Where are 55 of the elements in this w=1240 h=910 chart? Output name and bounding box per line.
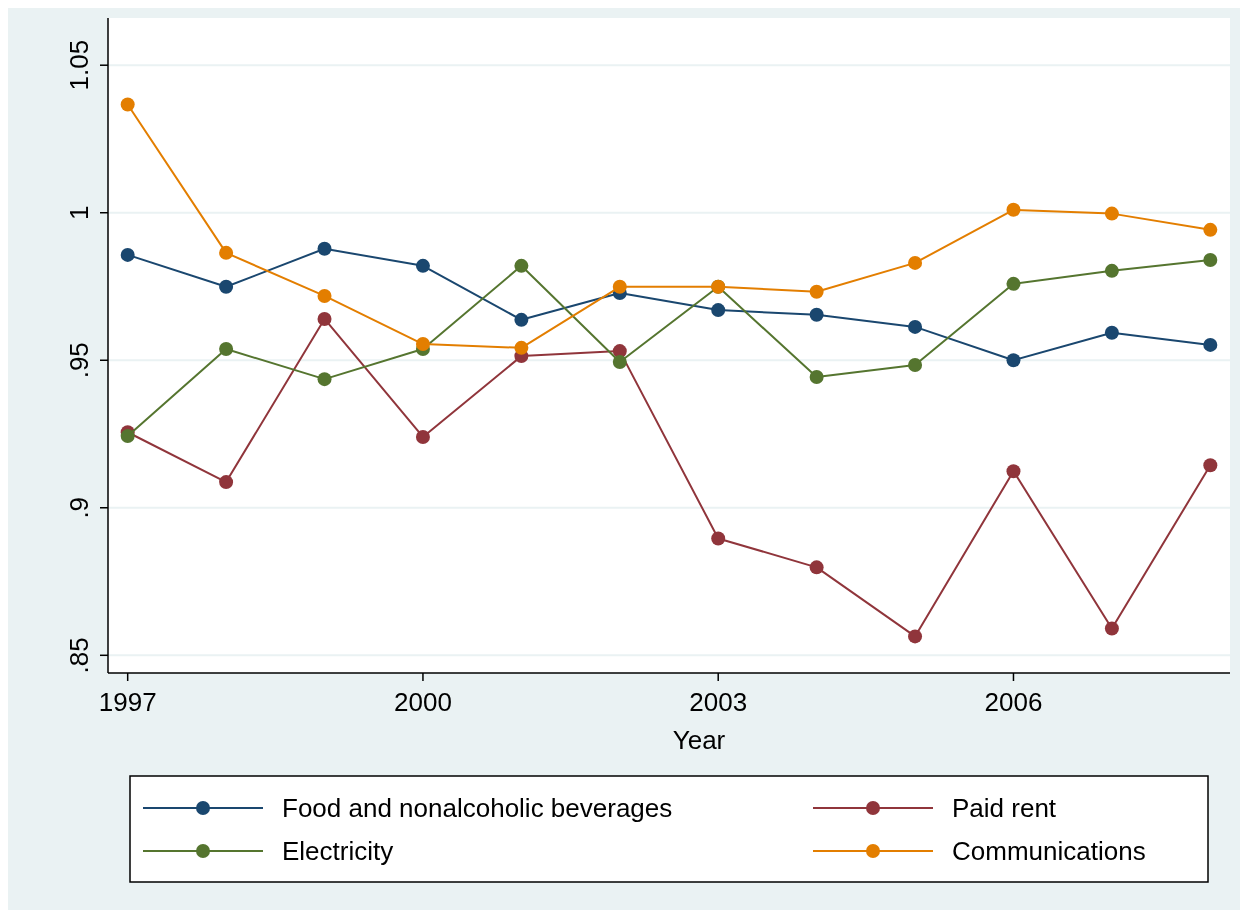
point <box>514 258 529 273</box>
point <box>120 97 135 112</box>
point <box>1104 206 1119 221</box>
point <box>317 288 332 303</box>
point <box>1006 464 1021 479</box>
point <box>711 531 726 546</box>
point <box>514 312 529 327</box>
point <box>809 307 824 322</box>
point <box>1006 353 1021 368</box>
legend-label: Electricity <box>282 836 394 866</box>
point <box>1203 337 1218 352</box>
x-tick-label: 1997 <box>98 687 157 717</box>
point <box>317 372 332 387</box>
y-tick-label: 1 <box>64 205 94 220</box>
point <box>908 357 923 372</box>
point <box>1104 263 1119 278</box>
y-tick-label: .85 <box>64 637 94 674</box>
point <box>514 340 529 355</box>
point <box>908 319 923 334</box>
legend-label: Food and nonalcoholic beverages <box>282 793 673 823</box>
x-tick-label: 2003 <box>689 687 748 717</box>
legend-label: Paid rent <box>952 793 1057 823</box>
point <box>1203 252 1218 267</box>
y-tick-label: .95 <box>64 342 94 379</box>
point <box>1203 222 1218 237</box>
point <box>219 342 234 357</box>
point <box>1006 276 1021 291</box>
point <box>120 247 135 262</box>
point <box>219 279 234 294</box>
x-axis-title: Year <box>672 725 726 755</box>
point <box>120 429 135 444</box>
point <box>317 241 332 256</box>
point <box>1104 325 1119 340</box>
x-tick-label: 2006 <box>984 687 1043 717</box>
point <box>612 279 627 294</box>
point <box>809 370 824 385</box>
legend-label: Communications <box>952 836 1146 866</box>
point <box>317 311 332 326</box>
point <box>612 355 627 370</box>
point <box>908 629 923 644</box>
x-tick-label: 2000 <box>394 687 452 717</box>
point <box>415 258 430 273</box>
point <box>908 255 923 270</box>
point <box>219 475 234 490</box>
point <box>415 429 430 444</box>
point <box>711 303 726 318</box>
point <box>809 560 824 575</box>
point <box>809 284 824 299</box>
point <box>415 337 430 352</box>
point <box>1104 621 1119 636</box>
y-tick-label: .9 <box>64 496 94 519</box>
point <box>219 245 234 260</box>
y-tick-label: 1.05 <box>64 39 94 91</box>
point <box>1203 458 1218 473</box>
point <box>1006 202 1021 217</box>
